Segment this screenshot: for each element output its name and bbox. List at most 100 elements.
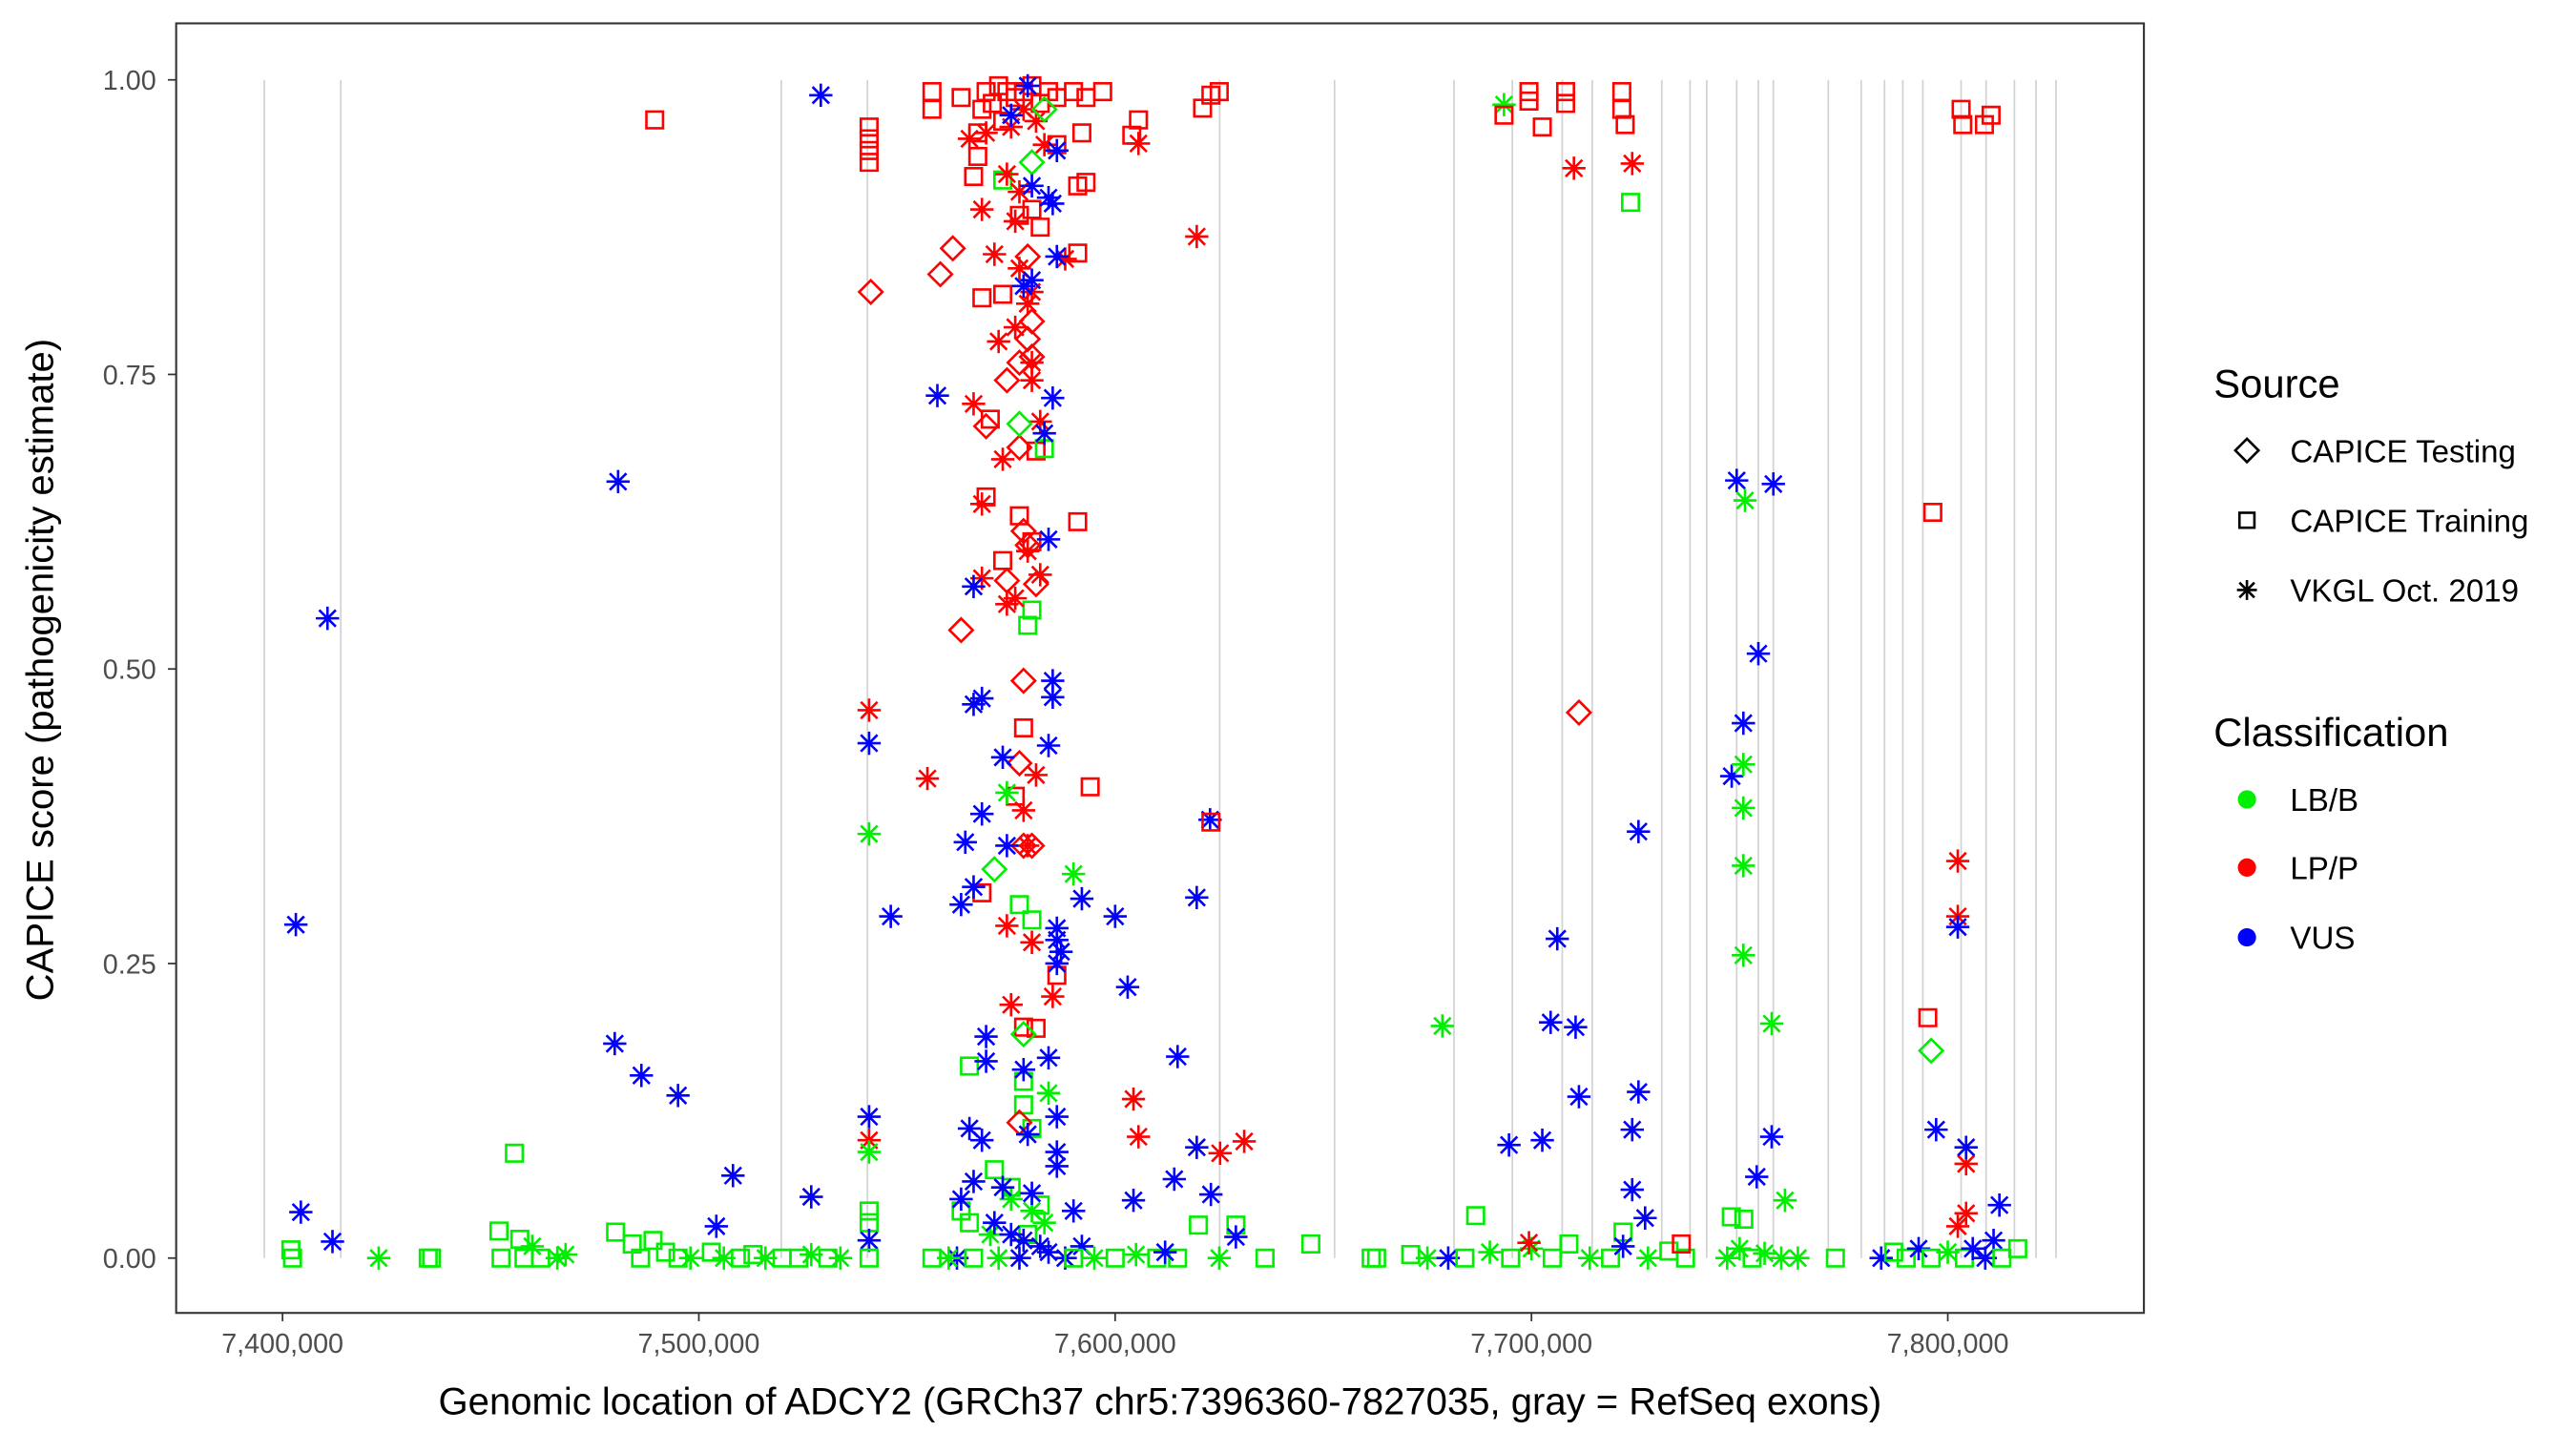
point-asterisk-vus (1020, 268, 1044, 292)
point-asterisk-vus (1041, 192, 1065, 216)
point-asterisk-lpp (1028, 409, 1052, 434)
point-asterisk-vus (1924, 1117, 1948, 1142)
point-asterisk-lbb (1732, 796, 1755, 820)
point-diamond-lbb (981, 856, 1008, 883)
point-asterisk-vus (1041, 669, 1065, 693)
point-asterisk-vus (289, 1200, 313, 1224)
point-asterisk-lpp (1020, 930, 1044, 954)
point-square-lpp (1064, 82, 1084, 102)
point-square-lpp (1122, 125, 1142, 145)
point-diamond-lbb (1918, 1037, 1945, 1065)
point-asterisk-lpp (983, 242, 1007, 266)
point-square-lbb (1255, 1248, 1275, 1268)
point-square-lbb (818, 1248, 838, 1268)
point-asterisk-lpp (1185, 224, 1209, 249)
point-asterisk-vus (925, 384, 949, 407)
point-square-lpp (967, 146, 987, 167)
point-asterisk-vus (1954, 1135, 1978, 1159)
point-square-lbb (1734, 1209, 1754, 1230)
point-asterisk-vus (800, 1185, 823, 1209)
point-square-lbb (1613, 1222, 1633, 1242)
point-square-lbb (1559, 1234, 1579, 1254)
legend-label: CAPICE Testing (2290, 434, 2516, 469)
x-tick-label: 7,800,000 (1887, 1329, 2009, 1359)
point-asterisk-lpp (970, 492, 994, 516)
point-asterisk-vus (666, 1084, 690, 1108)
point-square-lpp (1129, 110, 1149, 130)
point-square-lpp (645, 110, 665, 130)
point-diamond-lpp (1009, 517, 1037, 545)
point-asterisk-lpp (1024, 763, 1049, 787)
point-square-lbb (859, 1248, 879, 1268)
point-asterisk-lpp (1208, 1141, 1232, 1166)
point-asterisk-lbb (978, 1222, 1003, 1247)
point-square-lbb (1034, 439, 1054, 459)
point-asterisk-vus (1633, 1206, 1657, 1230)
point-asterisk-lbb (1732, 944, 1755, 967)
point-diamond-lpp (857, 278, 884, 306)
point-asterisk-vus (962, 1170, 986, 1193)
point-asterisk-vus (1546, 926, 1569, 951)
point-asterisk-lbb (937, 1246, 961, 1270)
point-asterisk-vus (970, 1129, 994, 1152)
point-asterisk-vus (1539, 1010, 1563, 1034)
point-asterisk-lbb (1207, 1246, 1232, 1270)
point-asterisk-lpp (1016, 834, 1040, 858)
point-diamond-lpp (1018, 832, 1046, 860)
point-square-lpp (1030, 218, 1050, 238)
point-asterisk-vus (974, 1049, 998, 1073)
point-asterisk-lbb (1936, 1240, 1960, 1264)
point-asterisk-lpp (999, 993, 1023, 1017)
point-square-lbb (859, 1213, 879, 1233)
point-asterisk-vus (1732, 711, 1755, 736)
point-asterisk-vus (1987, 1192, 2011, 1217)
point-asterisk-vus (1224, 1225, 1248, 1249)
y-tick-label: 1.00 (103, 66, 156, 96)
point-asterisk-lbb (1415, 1246, 1440, 1270)
point-square-lbb (643, 1231, 663, 1251)
point-asterisk-lpp (962, 392, 986, 416)
point-square-lbb (1922, 1248, 1942, 1268)
point-asterisk-lbb (366, 1246, 391, 1270)
point-asterisk-vus (1497, 1132, 1521, 1157)
point-asterisk-lbb (1728, 1236, 1752, 1261)
point-asterisk-lbb (1082, 1246, 1107, 1270)
point-asterisk-lbb (754, 1246, 778, 1270)
legend-source-training: CAPICE Training (2237, 505, 2528, 540)
point-asterisk-lbb (1773, 1189, 1797, 1213)
point-asterisk-lpp (1016, 539, 1040, 563)
point-square-lpp (1981, 105, 2001, 125)
point-square-lbb (1883, 1242, 1903, 1262)
point-asterisk-vus (1036, 1046, 1061, 1069)
point-asterisk-lpp (995, 914, 1019, 938)
point-asterisk-vus (957, 1116, 982, 1141)
point-asterisk-vus (1746, 641, 1771, 666)
point-asterisk-lbb (828, 1246, 853, 1270)
point-asterisk-lbb (987, 1246, 1010, 1270)
point-asterisk-lpp (957, 127, 982, 151)
point-square-lbb (731, 1248, 751, 1268)
point-square-lpp (1922, 502, 1942, 522)
point-asterisk-lpp (1003, 209, 1028, 234)
legend-label: LP/P (2290, 852, 2358, 887)
point-asterisk-vus (1016, 1122, 1040, 1147)
point-diamond-lpp (1014, 325, 1042, 353)
point-asterisk-vus (1032, 422, 1056, 446)
point-square-lbb (1601, 1248, 1621, 1268)
point-square-lbb (1542, 1248, 1563, 1268)
point-asterisk-vus (1103, 904, 1128, 928)
point-asterisk-lpp (915, 766, 940, 791)
point-asterisk-lpp (1020, 280, 1044, 304)
point-diamond-lpp (1006, 749, 1033, 778)
point-asterisk-lbb (1032, 1211, 1056, 1234)
point-asterisk-lpp (1020, 368, 1044, 392)
point-asterisk-vus (1041, 685, 1065, 710)
point-square-lbb (1064, 1248, 1084, 1268)
legend-class-lbb: LB/B (2237, 783, 2358, 819)
point-asterisk-vus (990, 1175, 1015, 1199)
point-asterisk-lpp (1028, 563, 1052, 587)
point-asterisk-vus (1620, 1177, 1644, 1202)
point-diamond-lbb (1030, 95, 1058, 123)
point-square-lbb (282, 1248, 302, 1268)
